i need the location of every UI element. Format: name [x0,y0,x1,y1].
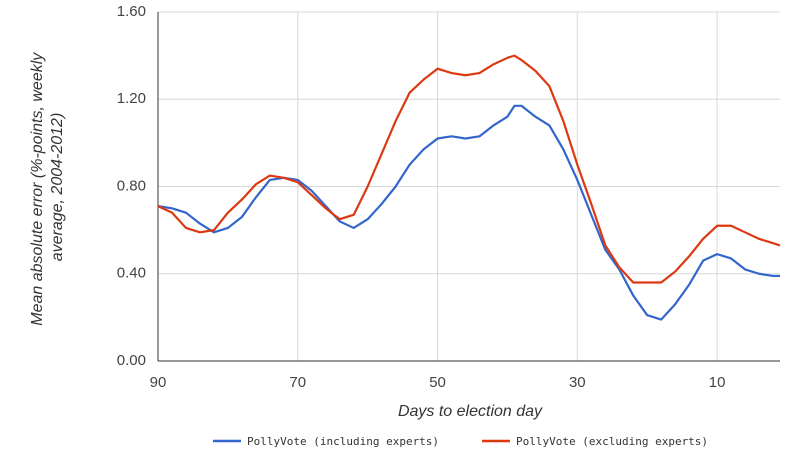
data-line [157,104,780,321]
y-axis-label-line: average, 2004-2012) [49,113,66,262]
y-tick-label: 1.60 [117,3,146,20]
x-tick-label: 90 [150,374,167,391]
y-tick-label: 0.80 [117,177,146,194]
x-tick-label: 50 [429,374,446,391]
data-line [157,54,781,284]
x-tick-label: 30 [569,374,586,391]
x-tick-label: 70 [289,374,306,391]
legend-label: PollyVote (including experts) [247,435,439,448]
x-axis-label: Days to election day [398,403,543,420]
y-tick-label: 0.00 [117,352,146,369]
y-tick-label: 1.20 [117,90,146,107]
y-axis-label: Mean absolute error (%-points, weekly av… [29,48,66,325]
x-tick-label: 10 [709,374,726,391]
y-axis-label-line: Mean absolute error (%-points, weekly [29,52,46,326]
y-tick-label: 0.40 [117,265,146,282]
legend-label: PollyVote (excluding experts) [516,435,708,448]
